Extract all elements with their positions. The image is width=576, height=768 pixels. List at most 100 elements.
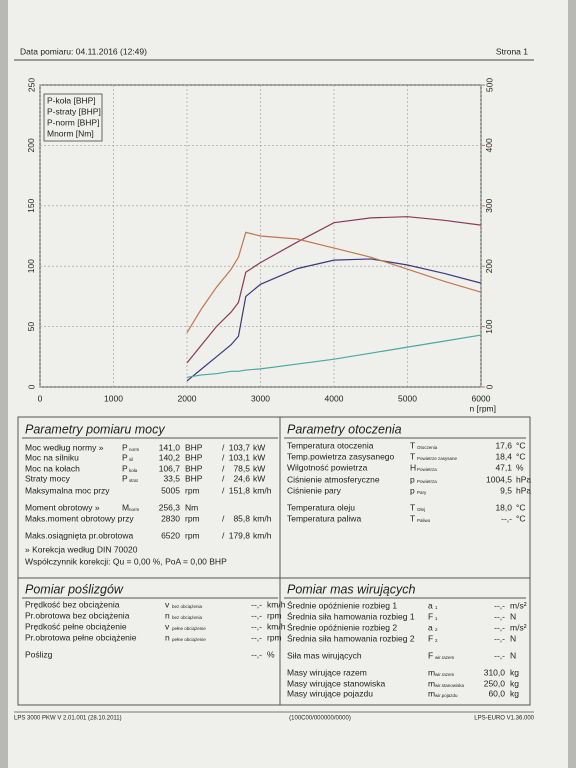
row-unit: kg	[510, 678, 519, 688]
row-label: Prędkość bez obciążenia	[25, 599, 120, 609]
row-symbol: P	[122, 452, 128, 462]
row-unit: Nm	[185, 502, 198, 512]
date: Data pomiaru: 04.11.2016 (12:49)	[20, 46, 147, 56]
row-value: --,-	[494, 650, 505, 660]
x-axis-label: n [rpm]	[470, 403, 496, 413]
row-label: Średnie opóźnienie rozbieg 1	[287, 599, 397, 610]
row-unit: rpm	[267, 632, 282, 642]
row-sep: /	[222, 442, 225, 452]
y2-tick-label: 400	[484, 138, 494, 152]
row-symbol: P	[122, 442, 128, 452]
y2-tick-label: 200	[484, 259, 494, 273]
footer-center: (100C00/000000/0000)	[289, 716, 351, 722]
row-unit: °C	[516, 502, 526, 512]
row-subscript: Powietrza	[417, 467, 437, 472]
row-unit: km/h	[267, 621, 286, 631]
legend-box	[43, 93, 103, 142]
row-label: Straty mocy	[25, 473, 71, 483]
row-unit: rpm	[185, 530, 200, 540]
row-subscript: Olej	[417, 507, 425, 512]
row-value: 6520	[161, 530, 180, 540]
x-tick-label: 3000	[251, 393, 270, 403]
row-sep: /	[222, 452, 225, 462]
row-symbol: v	[165, 599, 170, 609]
row-subscript: pełne obciążenie	[172, 637, 206, 642]
row-symbol: F	[428, 650, 433, 660]
row-value: --,-	[494, 633, 505, 643]
row-subscript: 2	[435, 627, 438, 632]
row-label: Maks.moment obrotowy przy	[25, 513, 134, 523]
row-value: 141,0	[159, 442, 181, 452]
row-unit: N	[510, 611, 516, 621]
x-tick-label: 2000	[178, 393, 197, 403]
section-title: Parametry otoczenia	[287, 422, 402, 436]
page-number: Strona 1	[496, 46, 528, 56]
y2-tick-label: 500	[484, 78, 494, 92]
row-subscript: wir.razem	[435, 672, 455, 677]
row-value: 47,1	[495, 462, 512, 472]
row-value: --,-	[251, 621, 262, 631]
row-sep: /	[222, 513, 225, 523]
row-label: Moc na silniku	[25, 452, 79, 462]
row-subscript: sil	[129, 457, 133, 462]
row-value: 5005	[161, 485, 180, 495]
row-subscript: wir.pojazdu	[435, 693, 458, 698]
y-tick-label: 150	[26, 198, 36, 212]
row-unit: BHP	[185, 463, 203, 473]
row-label: Moc według normy »	[25, 442, 104, 452]
row-label: Siła mas wirujących	[287, 650, 362, 660]
row-subscript: 1	[435, 616, 438, 621]
row-unit: rpm	[267, 610, 282, 620]
row-unit2: kW	[253, 452, 265, 462]
row-label: Masy wirujące razem	[287, 667, 367, 677]
row-value: 1004,5	[486, 474, 512, 484]
row-label: Wilgotność powietrza	[287, 462, 368, 472]
row-value: 250,0	[484, 678, 506, 688]
row-label: Masy wirujące pojazdu	[287, 688, 373, 698]
row-subscript: strat	[129, 478, 139, 483]
info-box	[17, 416, 531, 706]
row-value2: 85,8	[233, 513, 250, 523]
row-value: 140,2	[159, 452, 181, 462]
row-unit: BHP	[185, 442, 203, 452]
row-symbol: p	[410, 474, 415, 484]
row-value: 33,5	[163, 473, 180, 483]
row-symbol: n	[165, 632, 170, 642]
row-unit: hPa	[516, 474, 531, 484]
y-tick-label: 250	[26, 78, 36, 92]
row-unit: m/s²	[510, 622, 527, 632]
x-tick-label: 4000	[325, 393, 344, 403]
row-label: Ciśnienie atmosferyczne	[287, 474, 380, 484]
row-sep: /	[222, 530, 225, 540]
row-unit2: kW	[253, 463, 265, 473]
row-subscript: wir.stanowiska	[435, 683, 465, 688]
row-symbol: v	[165, 621, 170, 631]
row-symbol: P	[122, 473, 128, 483]
row-value: 9,5	[500, 485, 512, 495]
row-symbol: n	[165, 610, 170, 620]
row-value: 17,6	[495, 440, 512, 450]
row-unit: %	[267, 649, 275, 659]
series-line	[186, 258, 482, 382]
row-subscript: bez obciążenia	[172, 615, 203, 620]
row-unit: km/h	[267, 599, 286, 609]
y-tick-label: 0	[26, 384, 36, 389]
row-unit2: kW	[253, 442, 265, 452]
row-unit2: km/h	[253, 530, 272, 540]
row-label: Moment obrotowy »	[25, 502, 100, 512]
row-label: Średnie opóźnienie rozbieg 2	[287, 621, 397, 632]
row-symbol: P	[122, 463, 128, 473]
row-subscript: Otoczenia	[417, 445, 438, 450]
row-label: Ciśnienie pary	[287, 485, 342, 495]
row-value: 18,4	[495, 451, 512, 461]
x-tick-label: 5000	[398, 393, 417, 403]
row-sep: /	[222, 463, 225, 473]
row-value2: 179,8	[229, 530, 251, 540]
y-tick-label: 50	[26, 322, 36, 332]
row-symbol: a	[428, 622, 433, 632]
row-label: Średnia siła hamowania rozbieg 2	[287, 632, 415, 643]
row-unit: °C	[516, 451, 526, 461]
row-value2: 103,1	[229, 452, 251, 462]
